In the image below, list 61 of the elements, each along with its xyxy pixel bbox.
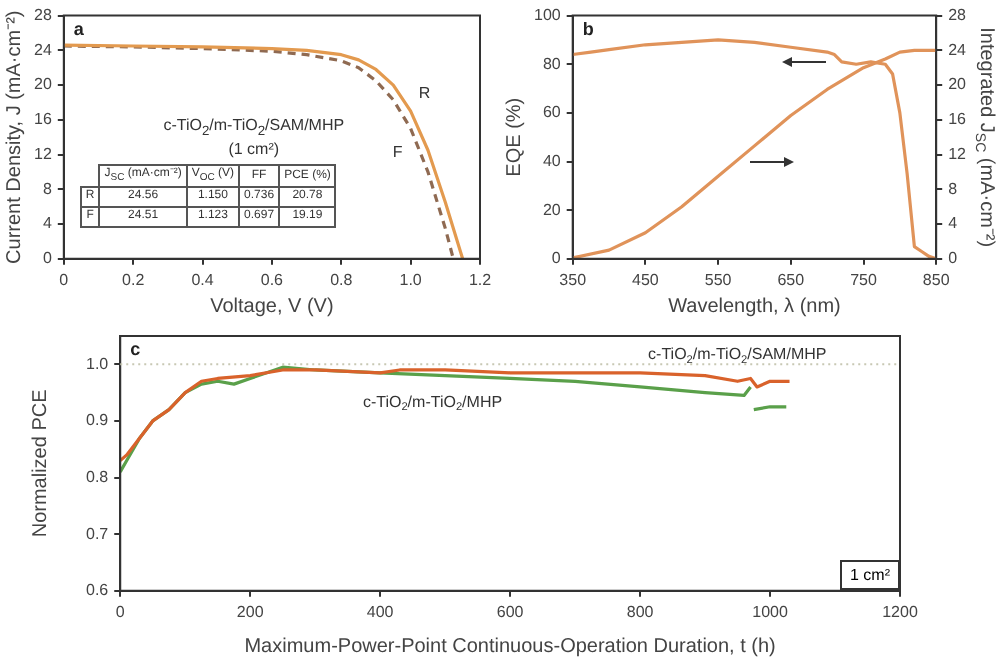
y-tick-label: 12 [33,144,53,163]
x-tick-label: 1200 [882,602,919,621]
x-tick-label: 0.8 [330,270,354,289]
y-tick-label: 60 [542,103,562,122]
y-tick-label: 16 [33,110,53,129]
chart-title: b [582,18,595,39]
x-tick-label: 850 [922,270,951,289]
annotation: c-TiO$_{2}$/m-TiO$_{2}$/SAM/MHP [163,115,345,139]
series-label: R [418,83,431,102]
y-tick-label: 1.0 [85,354,110,373]
series-label: F [392,142,403,161]
x-tick-label: 600 [496,602,525,621]
x-axis-title: Voltage, V (V) [210,295,334,318]
y-tick-label: 80 [542,54,562,73]
x-tick-label: 1000 [752,602,789,621]
x-axis-title: Wavelength, λ (nm) [668,295,841,318]
y-tick-label: 0 [42,249,53,268]
x-axis-title: Maximum-Power-Point Continuous-Operation Duration, t (h) [244,635,776,658]
x-tick-label: 650 [777,270,806,289]
x-tick-label: 0.2 [122,270,146,289]
x-tick-label: 450 [632,270,660,289]
y-tick-label: 0.7 [85,524,110,543]
x-tick-label: 400 [366,602,395,621]
chart-title: a [73,18,86,39]
y2-tick-label: 12 [948,144,968,163]
y-tick-label: 20 [542,200,562,219]
x-tick-label: 1.2 [468,270,493,289]
x-tick-label: 0 [59,270,70,289]
y2-tick-label: 24 [948,40,968,59]
y-tick-label: 24 [33,40,53,59]
x-tick-label: 350 [559,270,588,289]
y-tick-label: 28 [33,6,53,25]
y-tick-label: 0 [551,249,562,268]
y-axis-title: EQE (%) [503,97,526,177]
y2-tick-label: 20 [948,75,968,94]
y-tick-label: 0.6 [85,581,110,600]
x-tick-label: 1.0 [399,270,423,289]
x-tick-label: 750 [850,270,878,289]
x-tick-label: 0.6 [260,270,285,289]
y-tick-label: 0.8 [85,467,110,486]
x-tick-label: 0.4 [191,270,215,289]
annotation: (1 cm²) [228,140,280,159]
y-tick-label: 0.9 [85,411,110,430]
x-tick-label: 200 [236,602,265,621]
y2-tick-label: 16 [948,110,968,129]
y2-tick-label: 8 [948,179,959,198]
y-tick-label: 40 [542,151,562,170]
y2-tick-label: 0 [948,249,959,268]
chart-title: c [130,338,141,359]
y-axis-title: Normalized PCE [29,388,52,538]
y-tick-label: 100 [533,6,562,25]
y-tick-label: 4 [42,214,53,233]
annotation: 1 cm² [840,560,900,591]
y-axis-title: Current Density, J (mA·cm⁻²) [3,10,26,264]
x-tick-label: 550 [704,270,733,289]
x-tick-label: 0 [115,602,126,621]
y-tick-label: 20 [33,75,53,94]
y-tick-label: 8 [42,179,53,198]
y2-tick-label: 4 [948,214,959,233]
y2-tick-label: 28 [948,6,968,25]
x-tick-label: 800 [626,602,655,621]
